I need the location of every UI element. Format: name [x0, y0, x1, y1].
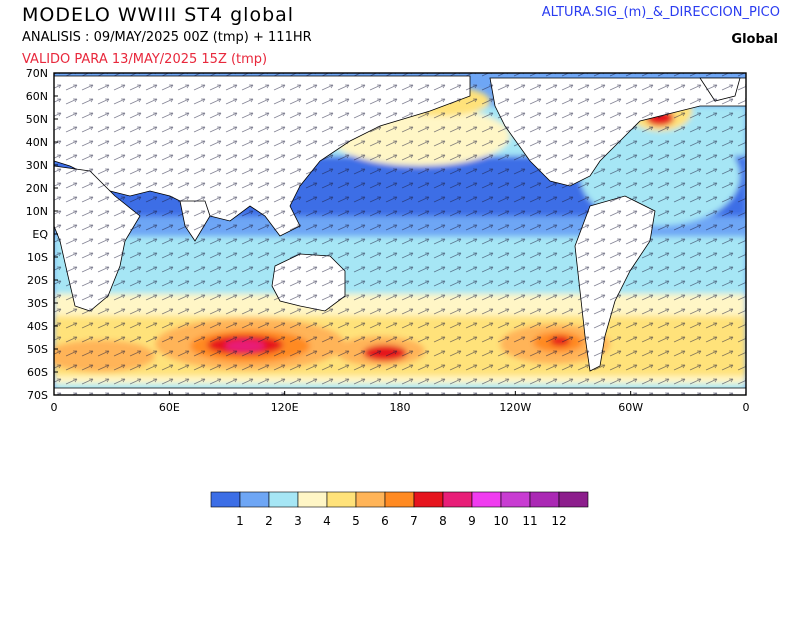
lat-label: 20N: [26, 182, 48, 195]
colorbar-label: 7: [410, 514, 418, 528]
lon-label: 180: [390, 401, 411, 411]
lat-label: 10S: [27, 251, 48, 264]
longitude-labels: 0 60E 120E 180 120W 60W 0: [51, 391, 750, 414]
colorbar-label: 5: [352, 514, 360, 528]
colorbar-swatch: [558, 491, 589, 508]
valid-time: VALIDO PARA 13/MAY/2025 15Z (tmp): [22, 52, 268, 67]
colorbar-label: 10: [493, 514, 508, 528]
colorbar-swatch: [326, 491, 357, 508]
lon-label: 0: [51, 401, 58, 411]
latitude-labels: 70N 60N 50N 40N 30N 20N 10N EQ 10S 20S 30S 40S 50S 60…: [26, 67, 58, 402]
field-name: ALTURA.SIG_(m)_&_DIRECCION_PICO: [541, 5, 780, 20]
region-label: Global: [731, 32, 778, 47]
wave-height-map: 70N 60N 50N 40N 30N 20N 10N EQ 10S 20S 30S 40S 50S 60…: [0, 66, 800, 415]
colorbar-swatch: [413, 491, 444, 508]
colorbar-label: 6: [381, 514, 389, 528]
colorbar-label: 12: [551, 514, 566, 528]
lat-label: 30S: [27, 297, 48, 310]
colorbar-swatch: [239, 491, 270, 508]
colorbar-label: 1: [236, 514, 244, 528]
colorbar-swatch: [500, 491, 531, 508]
ocean-field: [54, 73, 746, 395]
colorbar-label: 3: [294, 514, 302, 528]
colorbar-swatch: [442, 491, 473, 508]
lat-label: 40S: [27, 320, 48, 333]
lon-label: 120E: [271, 401, 299, 411]
lat-label: 50N: [26, 113, 48, 126]
lon-label: 120W: [499, 401, 531, 411]
lat-label: 20S: [27, 274, 48, 287]
colorbar-swatch: [297, 491, 328, 508]
colorbar-swatch: [384, 491, 415, 508]
colorbar-swatch: [529, 491, 560, 508]
wave-height-colorbar: 1 2 3 4 5 6 7 8 9 10 11 12: [0, 485, 800, 539]
colorbar-label: 8: [439, 514, 447, 528]
lat-label: 60S: [27, 366, 48, 379]
analysis-time: ANALISIS : 09/MAY/2025 00Z (tmp) + 111HR: [22, 30, 312, 45]
map-title: MODELO WWIII ST4 global: [22, 4, 295, 26]
lat-label: 40N: [26, 136, 48, 149]
lat-label: 30N: [26, 159, 48, 172]
lat-label: EQ: [32, 228, 48, 241]
lat-label: 60N: [26, 90, 48, 103]
colorbar-swatch: [471, 491, 502, 508]
colorbar-label: 2: [265, 514, 273, 528]
lat-label: 10N: [26, 205, 48, 218]
colorbar-swatch: [210, 491, 241, 508]
lat-label: 70S: [27, 389, 48, 402]
lat-label: 50S: [27, 343, 48, 356]
colorbar-swatch: [355, 491, 386, 508]
lon-label: 60E: [159, 401, 180, 411]
lon-label: 0: [743, 401, 750, 411]
lat-label: 70N: [26, 67, 48, 80]
colorbar-label: 9: [468, 514, 476, 528]
lon-label: 60W: [618, 401, 643, 411]
colorbar-label: 4: [323, 514, 331, 528]
colorbar-label: 11: [522, 514, 537, 528]
colorbar-swatch: [268, 491, 299, 508]
